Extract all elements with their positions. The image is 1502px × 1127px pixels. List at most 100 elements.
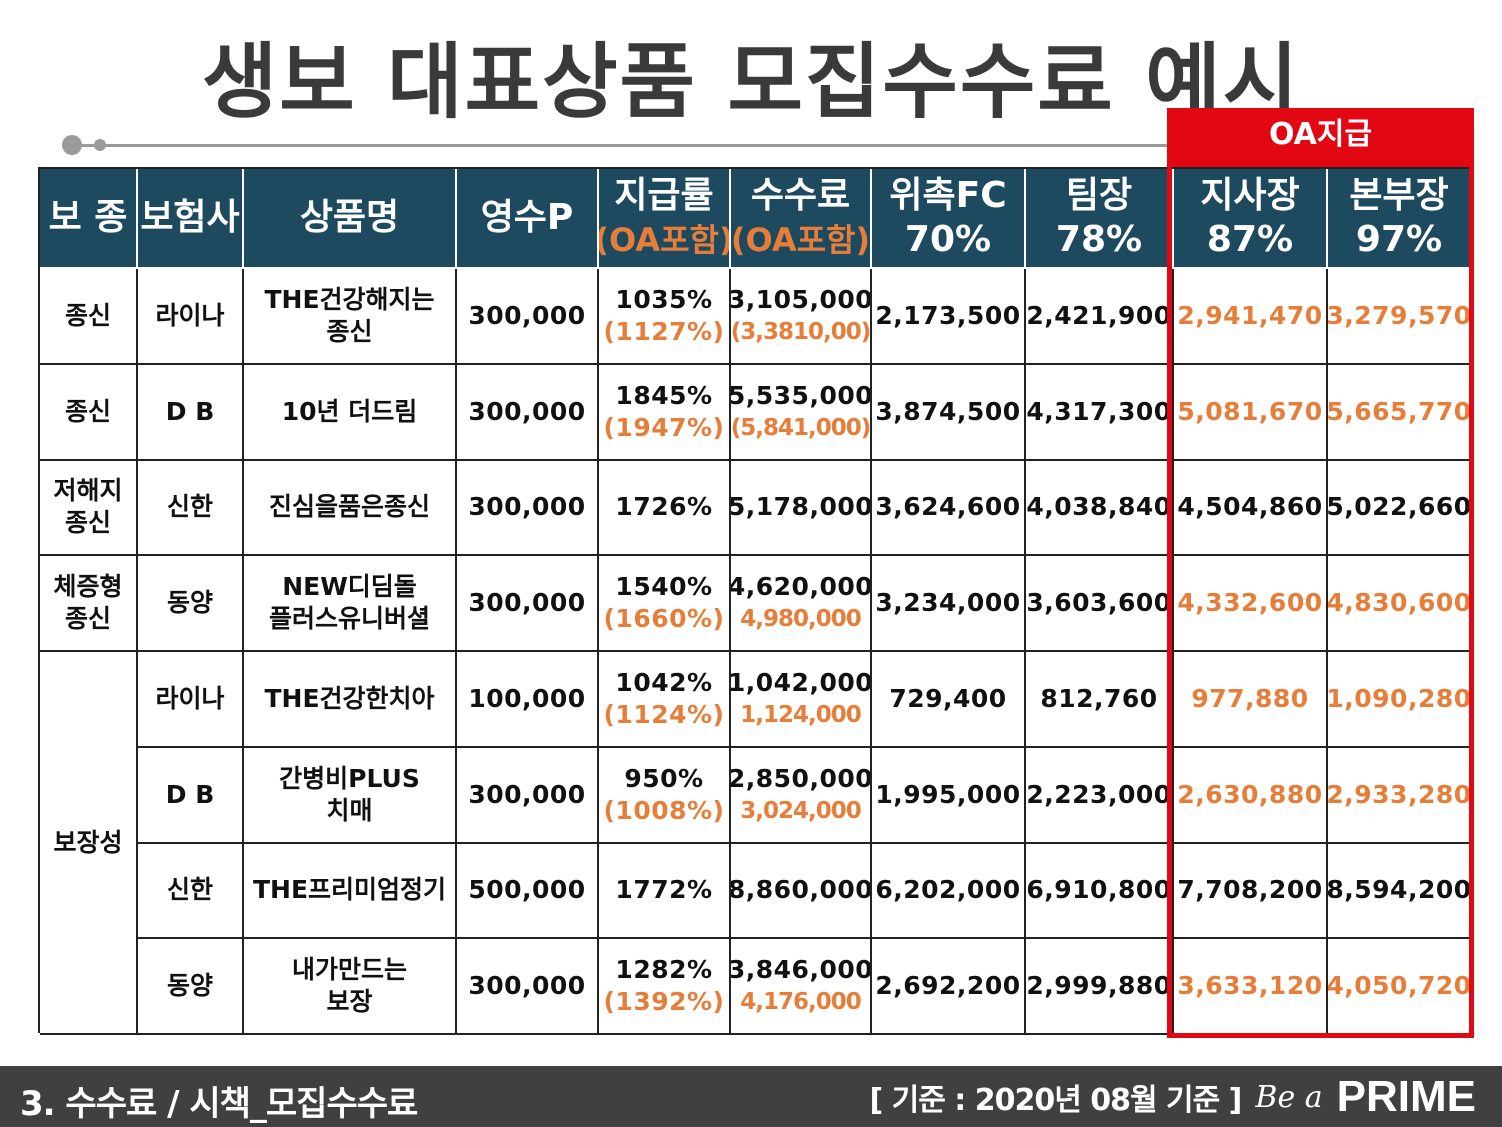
rate-text: 1845%: [615, 380, 713, 410]
cell-fc: 2,173,500: [872, 269, 1026, 365]
cell-hq: 5,665,770: [1328, 364, 1472, 461]
cell-branch: 977,880: [1174, 652, 1328, 748]
cell-premium: 500,000: [457, 843, 599, 940]
cell-branch: 3,633,120: [1174, 939, 1328, 1035]
header-rate: 지급률 (OA포함): [599, 169, 731, 269]
cell-team: 6,910,800: [1026, 843, 1174, 940]
rate-text: 950%: [624, 763, 704, 793]
cell-product: 내가만드는 보장: [244, 939, 457, 1035]
section-label: 3. 수수료 / 시책_모집수수료: [20, 1084, 418, 1124]
cell-fee: 2,850,000 3,024,000: [731, 747, 872, 844]
branch-text: 2,630,880: [1177, 779, 1323, 809]
underline-dot-large: [62, 135, 82, 155]
cell-product: 간병비PLUS 치매: [244, 747, 457, 844]
fee-oa-text: (3,3810,00): [731, 318, 871, 345]
premium-text: 300,000: [468, 396, 586, 426]
fc-text: 2,173,500: [875, 300, 1021, 330]
team-text: 3,603,600: [1026, 588, 1172, 618]
title-underline: [72, 144, 1172, 147]
insurer-text: D B: [165, 396, 215, 426]
cell-branch: 2,630,880: [1174, 747, 1328, 844]
cell-fee: 3,846,000 4,176,000: [731, 939, 872, 1035]
insurer-text: 신한: [166, 492, 213, 522]
cell-insurer: 신한: [138, 843, 244, 940]
hq-text: 1,090,280: [1328, 683, 1472, 713]
commission-table: 보 종 보험사 상품명 영수P 지급률 (OA포함) 수수료 (OA포함) 위촉FC…: [38, 167, 1472, 1035]
page-title: 생보 대표상품 모집수수료 예시: [201, 35, 1301, 130]
cell-product: THE프리미엄정기: [244, 843, 457, 940]
cell-rate: 1540% (1660%): [599, 556, 731, 652]
fc-text: 3,624,600: [875, 492, 1021, 522]
cell-insurer: 라이나: [138, 269, 244, 365]
cell-insurer: D B: [138, 747, 244, 844]
fee-text: 2,850,000: [731, 763, 872, 793]
rate-oa-text: (1392%): [603, 987, 725, 1017]
cell-fee: 3,105,000 (3,3810,00): [731, 269, 872, 365]
type-text: 저해지: [53, 476, 123, 506]
team-text: 4,317,300: [1026, 396, 1172, 426]
cell-premium: 300,000: [457, 556, 599, 652]
team-text: 2,223,000: [1026, 779, 1172, 809]
cell-fc: 6,202,000: [872, 843, 1026, 940]
hq-text: 5,022,660: [1328, 492, 1472, 522]
cell-rate: 1726%: [599, 460, 731, 557]
logo-prime-text: PRIME: [1336, 1072, 1476, 1121]
cell-insurer: 동양: [138, 556, 244, 652]
product-text: 치매: [326, 795, 373, 825]
cell-product: 진심을품은종신: [244, 460, 457, 557]
header-premium: 영수P: [457, 169, 599, 269]
cell-type: 종신: [40, 364, 138, 461]
team-text: 812,760: [1040, 683, 1158, 713]
insurer-text: 라이나: [155, 300, 225, 330]
header-type: 보 종: [40, 169, 138, 269]
cell-premium: 300,000: [457, 747, 599, 844]
product-text: THE프리미엄정기: [252, 875, 447, 905]
cell-hq: 4,830,600: [1328, 556, 1472, 652]
rate-text: 1540%: [615, 572, 713, 602]
cell-team: 3,603,600: [1026, 556, 1174, 652]
insurer-text: 신한: [166, 875, 213, 905]
cell-fee: 4,620,000 4,980,000: [731, 556, 872, 652]
fc-text: 3,874,500: [875, 396, 1021, 426]
product-text: 간병비PLUS: [279, 763, 420, 793]
cell-insurer: 신한: [138, 460, 244, 557]
cell-premium: 300,000: [457, 939, 599, 1035]
branch-text: 7,708,200: [1177, 875, 1323, 905]
cell-team: 812,760: [1026, 652, 1174, 748]
insurer-text: 동양: [166, 971, 213, 1001]
cell-fc: 729,400: [872, 652, 1026, 748]
header-fc: 위촉FC 70%: [872, 169, 1026, 269]
product-text: 내가만드는: [291, 955, 407, 985]
fee-text: 4,620,000: [731, 572, 872, 602]
cell-branch: 7,708,200: [1174, 843, 1328, 940]
team-text: 4,038,840: [1026, 492, 1172, 522]
fc-text: 729,400: [889, 683, 1007, 713]
cell-rate: 1772%: [599, 843, 731, 940]
hq-text: 4,050,720: [1328, 971, 1472, 1001]
cell-rate: 1042% (1124%): [599, 652, 731, 748]
product-text: 보장: [326, 987, 373, 1017]
cell-rate: 1282% (1392%): [599, 939, 731, 1035]
type-text: 종신: [64, 604, 111, 634]
cell-premium: 300,000: [457, 269, 599, 365]
fc-text: 1,995,000: [875, 779, 1021, 809]
team-text: 2,421,900: [1026, 300, 1172, 330]
branch-text: 3,633,120: [1177, 971, 1323, 1001]
type-text: 종신: [64, 300, 111, 330]
cell-fc: 1,995,000: [872, 747, 1026, 844]
reference-date-note: [ 기준 : 2020년 08월 기준 ]: [869, 1083, 1242, 1118]
product-text: NEW디딤돌: [282, 572, 417, 602]
header-fee: 수수료 (OA포함): [731, 169, 872, 269]
product-text: THE건강해지는: [264, 284, 435, 314]
branch-text: 4,332,600: [1177, 588, 1323, 618]
branch-text: 2,941,470: [1177, 300, 1323, 330]
fee-oa-text: 4,176,000: [740, 989, 861, 1016]
header-branch-manager: 지사장 87%: [1174, 169, 1328, 269]
rate-text: 1726%: [615, 492, 713, 522]
cell-fee: 1,042,000 1,124,000: [731, 652, 872, 748]
branch-text: 977,880: [1191, 683, 1309, 713]
type-text: 체증형: [53, 572, 123, 602]
underline-dot-small: [94, 139, 106, 151]
premium-text: 300,000: [468, 588, 586, 618]
insurer-text: 라이나: [155, 683, 225, 713]
